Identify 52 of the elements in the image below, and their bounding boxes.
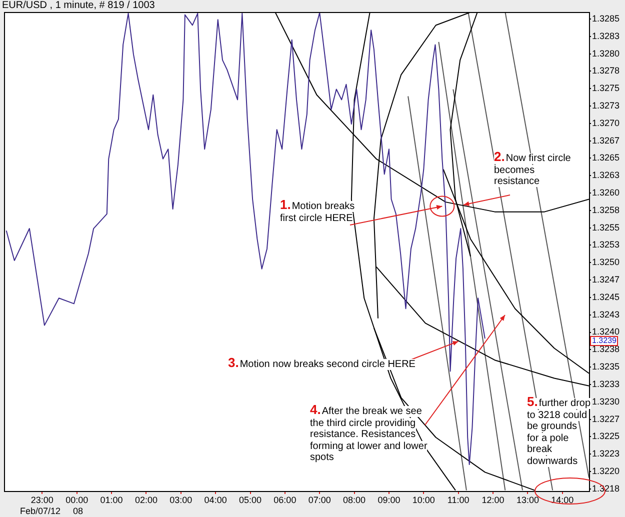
y-tick-label: 1.3260 bbox=[592, 188, 620, 198]
y-tick-label: 1.3245 bbox=[592, 292, 620, 302]
annotation: 5.further drop to 3218 could be grounds for a pole break downwards bbox=[527, 394, 591, 466]
x-tick-label: 10:00 bbox=[412, 494, 435, 505]
x-tick-label: 13:00 bbox=[516, 494, 539, 505]
x-tick-label: 03:00 bbox=[170, 494, 192, 505]
y-tick-label: 1.3247 bbox=[592, 274, 620, 285]
y-tick-label: 1.3235 bbox=[592, 362, 620, 372]
x-tick-label: 09:00 bbox=[378, 494, 400, 505]
annotation: 3.Motion now breaks second circle HERE bbox=[228, 355, 416, 370]
y-tick-label: 1.3275 bbox=[592, 83, 620, 94]
x-tick-label: 00:00 bbox=[66, 494, 88, 505]
y-tick-label: 1.3220 bbox=[592, 466, 620, 476]
y-tick-label: 1.3280 bbox=[592, 48, 620, 58]
x-tick-label: 14:00 bbox=[551, 494, 574, 505]
y-tick-label: 1.3253 bbox=[592, 240, 620, 250]
chart-title: EUR/USD , 1 minute, # 819 / 1003 bbox=[2, 0, 155, 11]
y-tick-label: 1.3238 bbox=[592, 344, 620, 354]
y-tick-label: 1.3225 bbox=[592, 431, 620, 442]
y-tick-label: 1.3258 bbox=[592, 204, 620, 215]
x-tick-label: 07:00 bbox=[308, 494, 331, 505]
x-tick-label: 08:00 bbox=[343, 494, 366, 505]
y-tick-label: 1.3223 bbox=[592, 448, 620, 459]
x-tick-label: 05:00 bbox=[238, 494, 262, 505]
x-tick-label: 02:00 bbox=[134, 494, 158, 505]
annotation: 4.After the break we see the third circle providing resistance. Resistances forming at lower and lower spots bbox=[310, 402, 428, 463]
y-tick-label: 1.3267 bbox=[592, 135, 620, 146]
y-tick-label: 1.3240 bbox=[592, 326, 620, 337]
x-tick-label: 23:00 bbox=[30, 494, 54, 505]
y-tick-label: 1.3250 bbox=[592, 257, 620, 268]
text: Feb/07/12 bbox=[20, 506, 61, 516]
y-tick-label: 1.3230 bbox=[592, 396, 620, 406]
y-tick-label: 1.3270 bbox=[592, 118, 620, 128]
annotation: 2.Now first circle becomes resistance bbox=[494, 149, 571, 187]
x-tick-label: 04:00 bbox=[204, 494, 227, 505]
y-tick-label: 1.3227 bbox=[592, 414, 620, 424]
x-tick-label: 11:00 bbox=[447, 494, 470, 505]
y-tick-label: 1.3278 bbox=[592, 66, 620, 76]
text: 08 bbox=[73, 506, 84, 516]
y-tick-label: 1.3273 bbox=[592, 100, 620, 110]
annotation: 1.Motion breaks first circle HERE bbox=[280, 197, 355, 224]
y-tick-label: 1.3263 bbox=[592, 170, 620, 180]
y-tick-label: 1.3243 bbox=[592, 309, 620, 320]
y-tick-label: 1.3265 bbox=[592, 152, 620, 163]
x-tick-label: 01:00 bbox=[100, 494, 123, 505]
y-tick-label: 1.3285 bbox=[592, 13, 620, 24]
x-tick-label: 06:00 bbox=[274, 494, 296, 505]
text: 1.3239 bbox=[590, 336, 618, 346]
y-tick-label: 1.3283 bbox=[592, 30, 620, 41]
x-tick-label: 12:00 bbox=[482, 494, 504, 505]
y-tick-label: 1.3255 bbox=[592, 222, 620, 232]
y-tick-label: 1.3233 bbox=[592, 378, 620, 389]
